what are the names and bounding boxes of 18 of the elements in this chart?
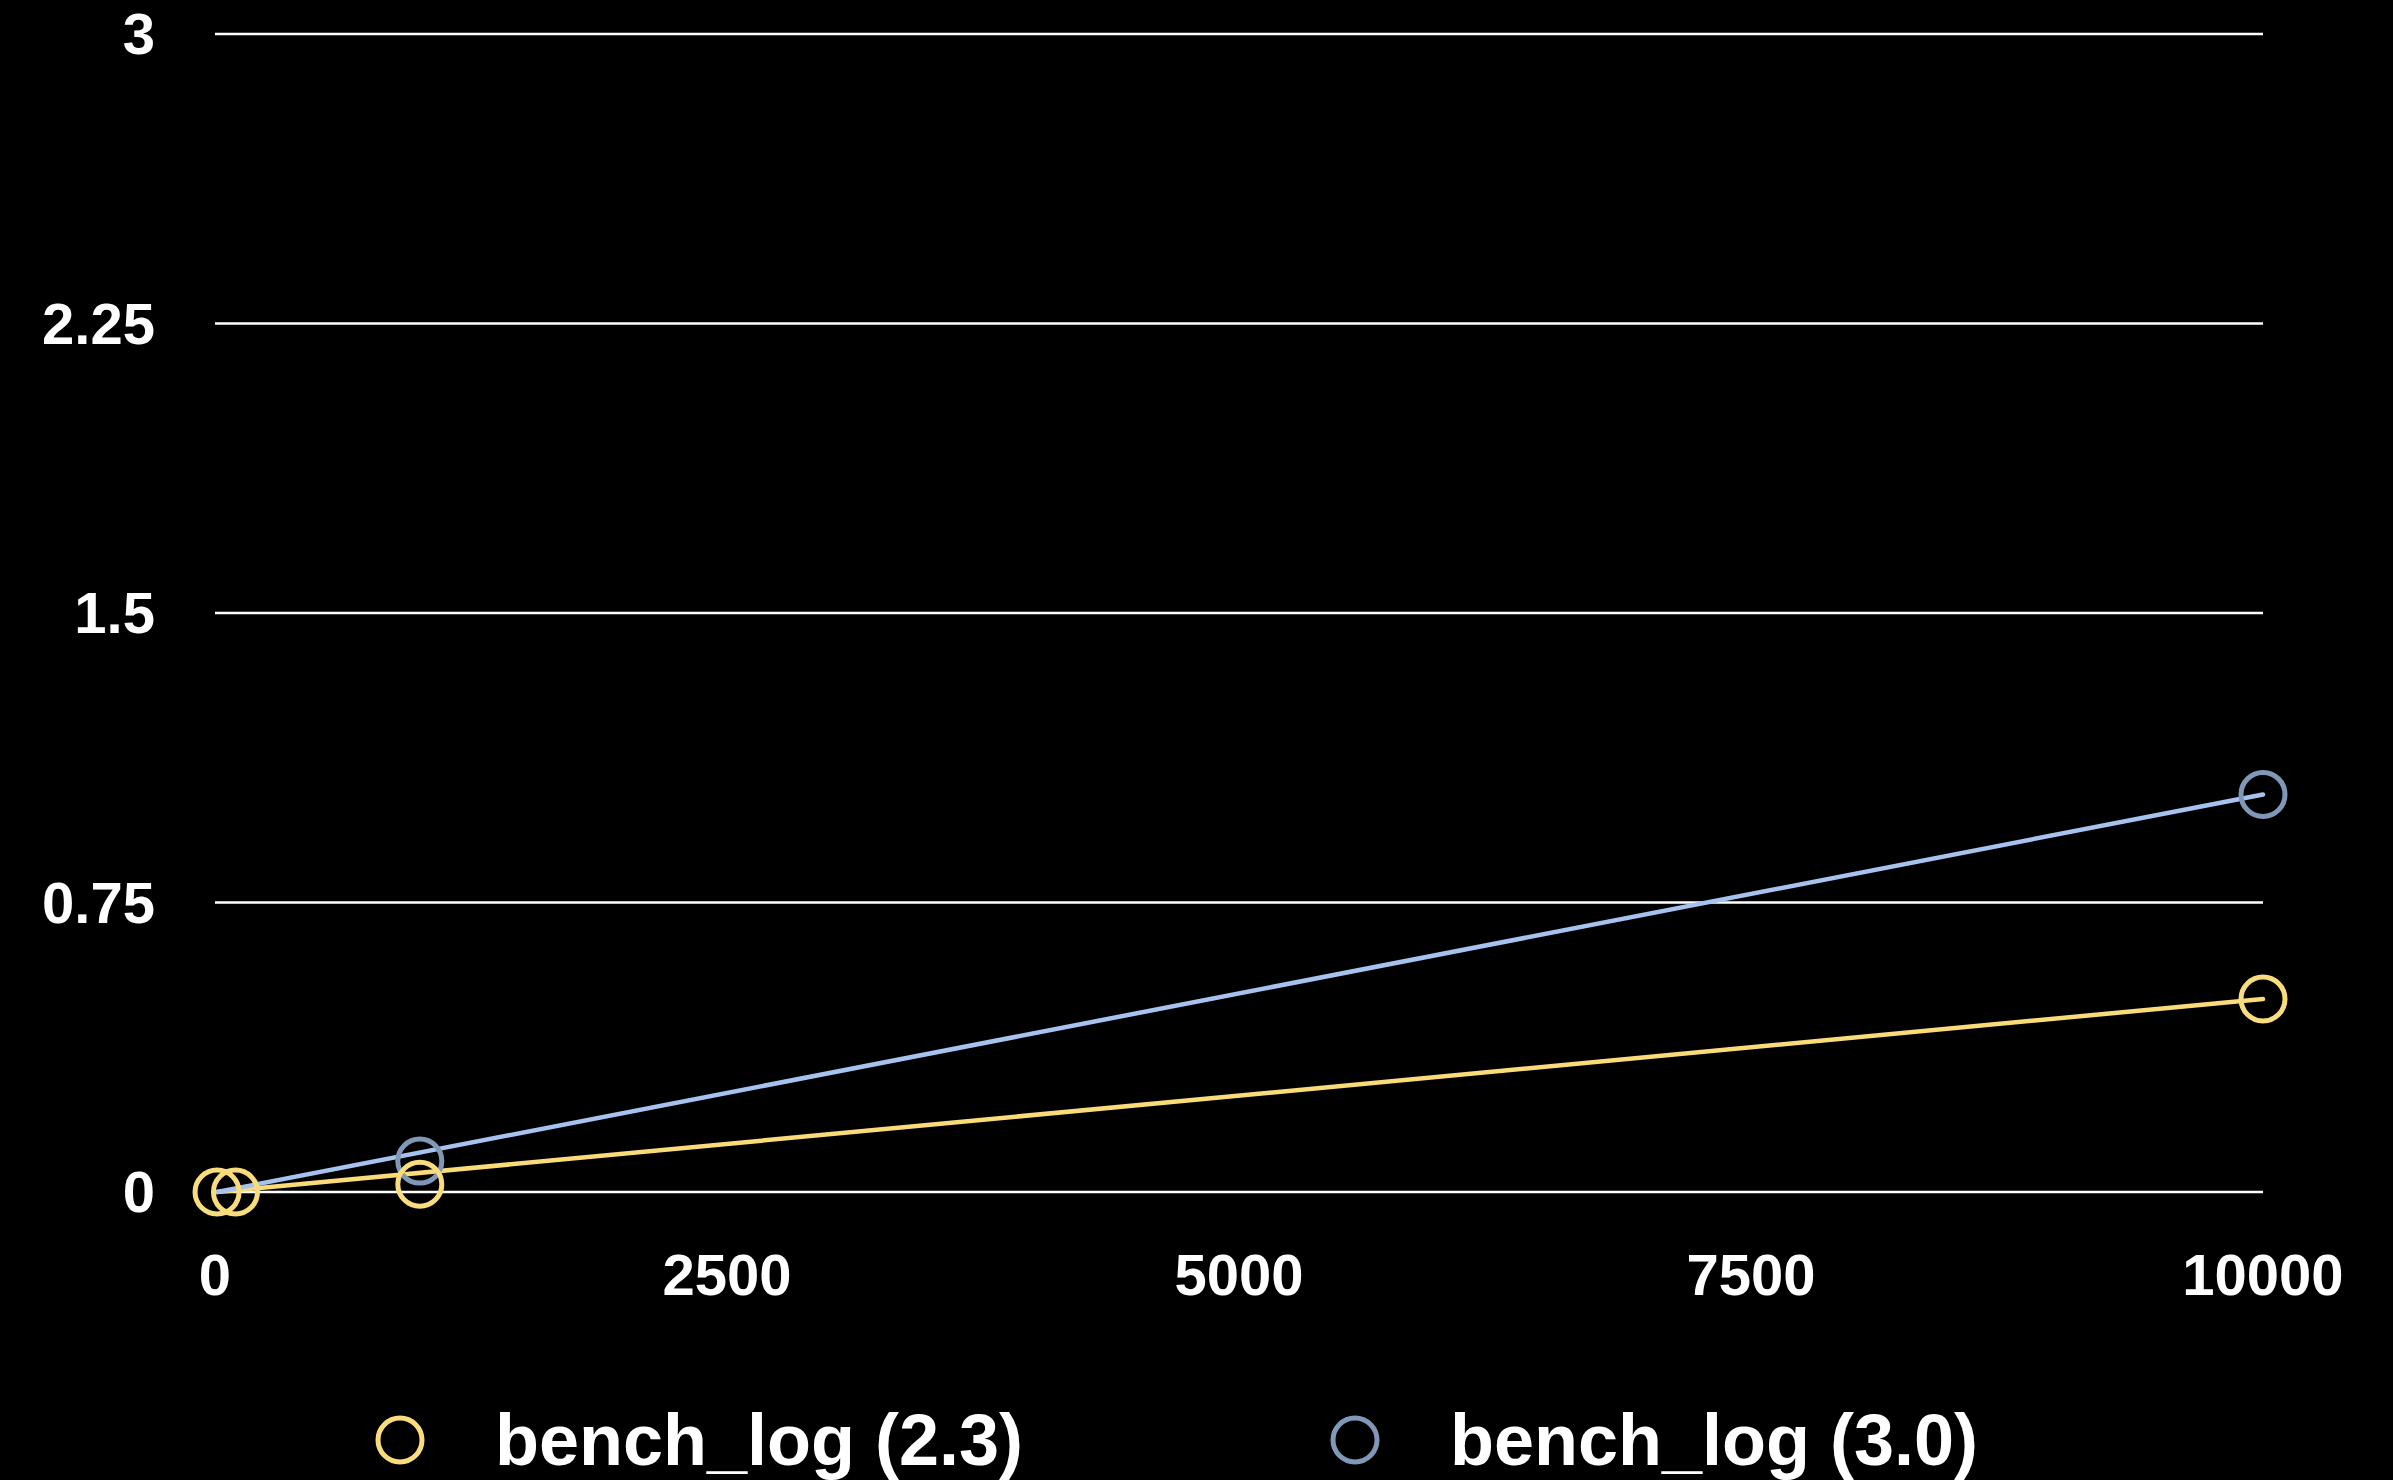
y-tick-label: 0 <box>122 1159 155 1225</box>
point <box>210 1167 260 1217</box>
x-tick-label: 10000 <box>2182 1242 2344 1308</box>
y-tick-label: 0.75 <box>42 869 155 935</box>
point <box>395 1159 445 1209</box>
legend-label: bench_log (2.3) <box>495 1400 1024 1480</box>
point <box>395 1136 445 1186</box>
x-tick-label: 2500 <box>662 1242 792 1308</box>
legend-label: bench_log (3.0) <box>1450 1400 1979 1480</box>
point <box>192 1167 242 1217</box>
point <box>2238 769 2288 819</box>
y-tick-label: 2.25 <box>42 290 155 356</box>
y-tick-label: 3 <box>122 1 155 67</box>
x-tick-label: 5000 <box>1174 1242 1304 1308</box>
x-tick-label: 0 <box>198 1242 232 1308</box>
point <box>2238 974 2288 1024</box>
y-tick-label: 1.5 <box>74 580 155 646</box>
x-tick-label: 7500 <box>1686 1242 1816 1308</box>
